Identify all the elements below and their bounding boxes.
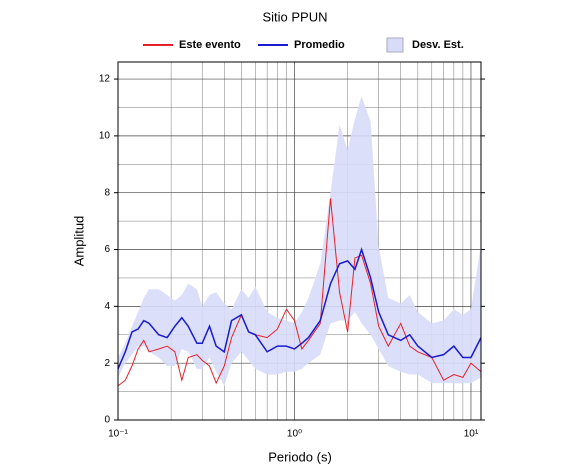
legend-label: Desv. Est.	[412, 39, 464, 51]
plot-frame	[117, 61, 482, 421]
x-tick-label: 10⁰	[287, 429, 302, 440]
legend-label: Este evento	[179, 39, 241, 51]
y-tick-label: 6	[104, 244, 110, 255]
y-tick-label: 10	[99, 131, 111, 142]
legend-label: Promedio	[294, 39, 345, 51]
x-axis-label: Periodo (s)	[268, 449, 332, 464]
x-tick-label: 10¹	[464, 429, 479, 440]
y-tick-label: 2	[104, 358, 110, 369]
legend-swatch	[386, 37, 404, 53]
chart-title: Sitio PPUN	[262, 9, 327, 24]
y-tick-label: 8	[104, 187, 110, 198]
y-tick-label: 0	[104, 415, 110, 426]
series-line	[117, 247, 482, 370]
std-band	[118, 96, 481, 386]
y-tick-label: 12	[99, 74, 111, 85]
series-line	[117, 198, 482, 387]
y-tick-label: 4	[104, 301, 110, 312]
x-tick-label: 10⁻¹	[108, 429, 128, 440]
y-axis-label: Amplitud	[71, 216, 86, 267]
